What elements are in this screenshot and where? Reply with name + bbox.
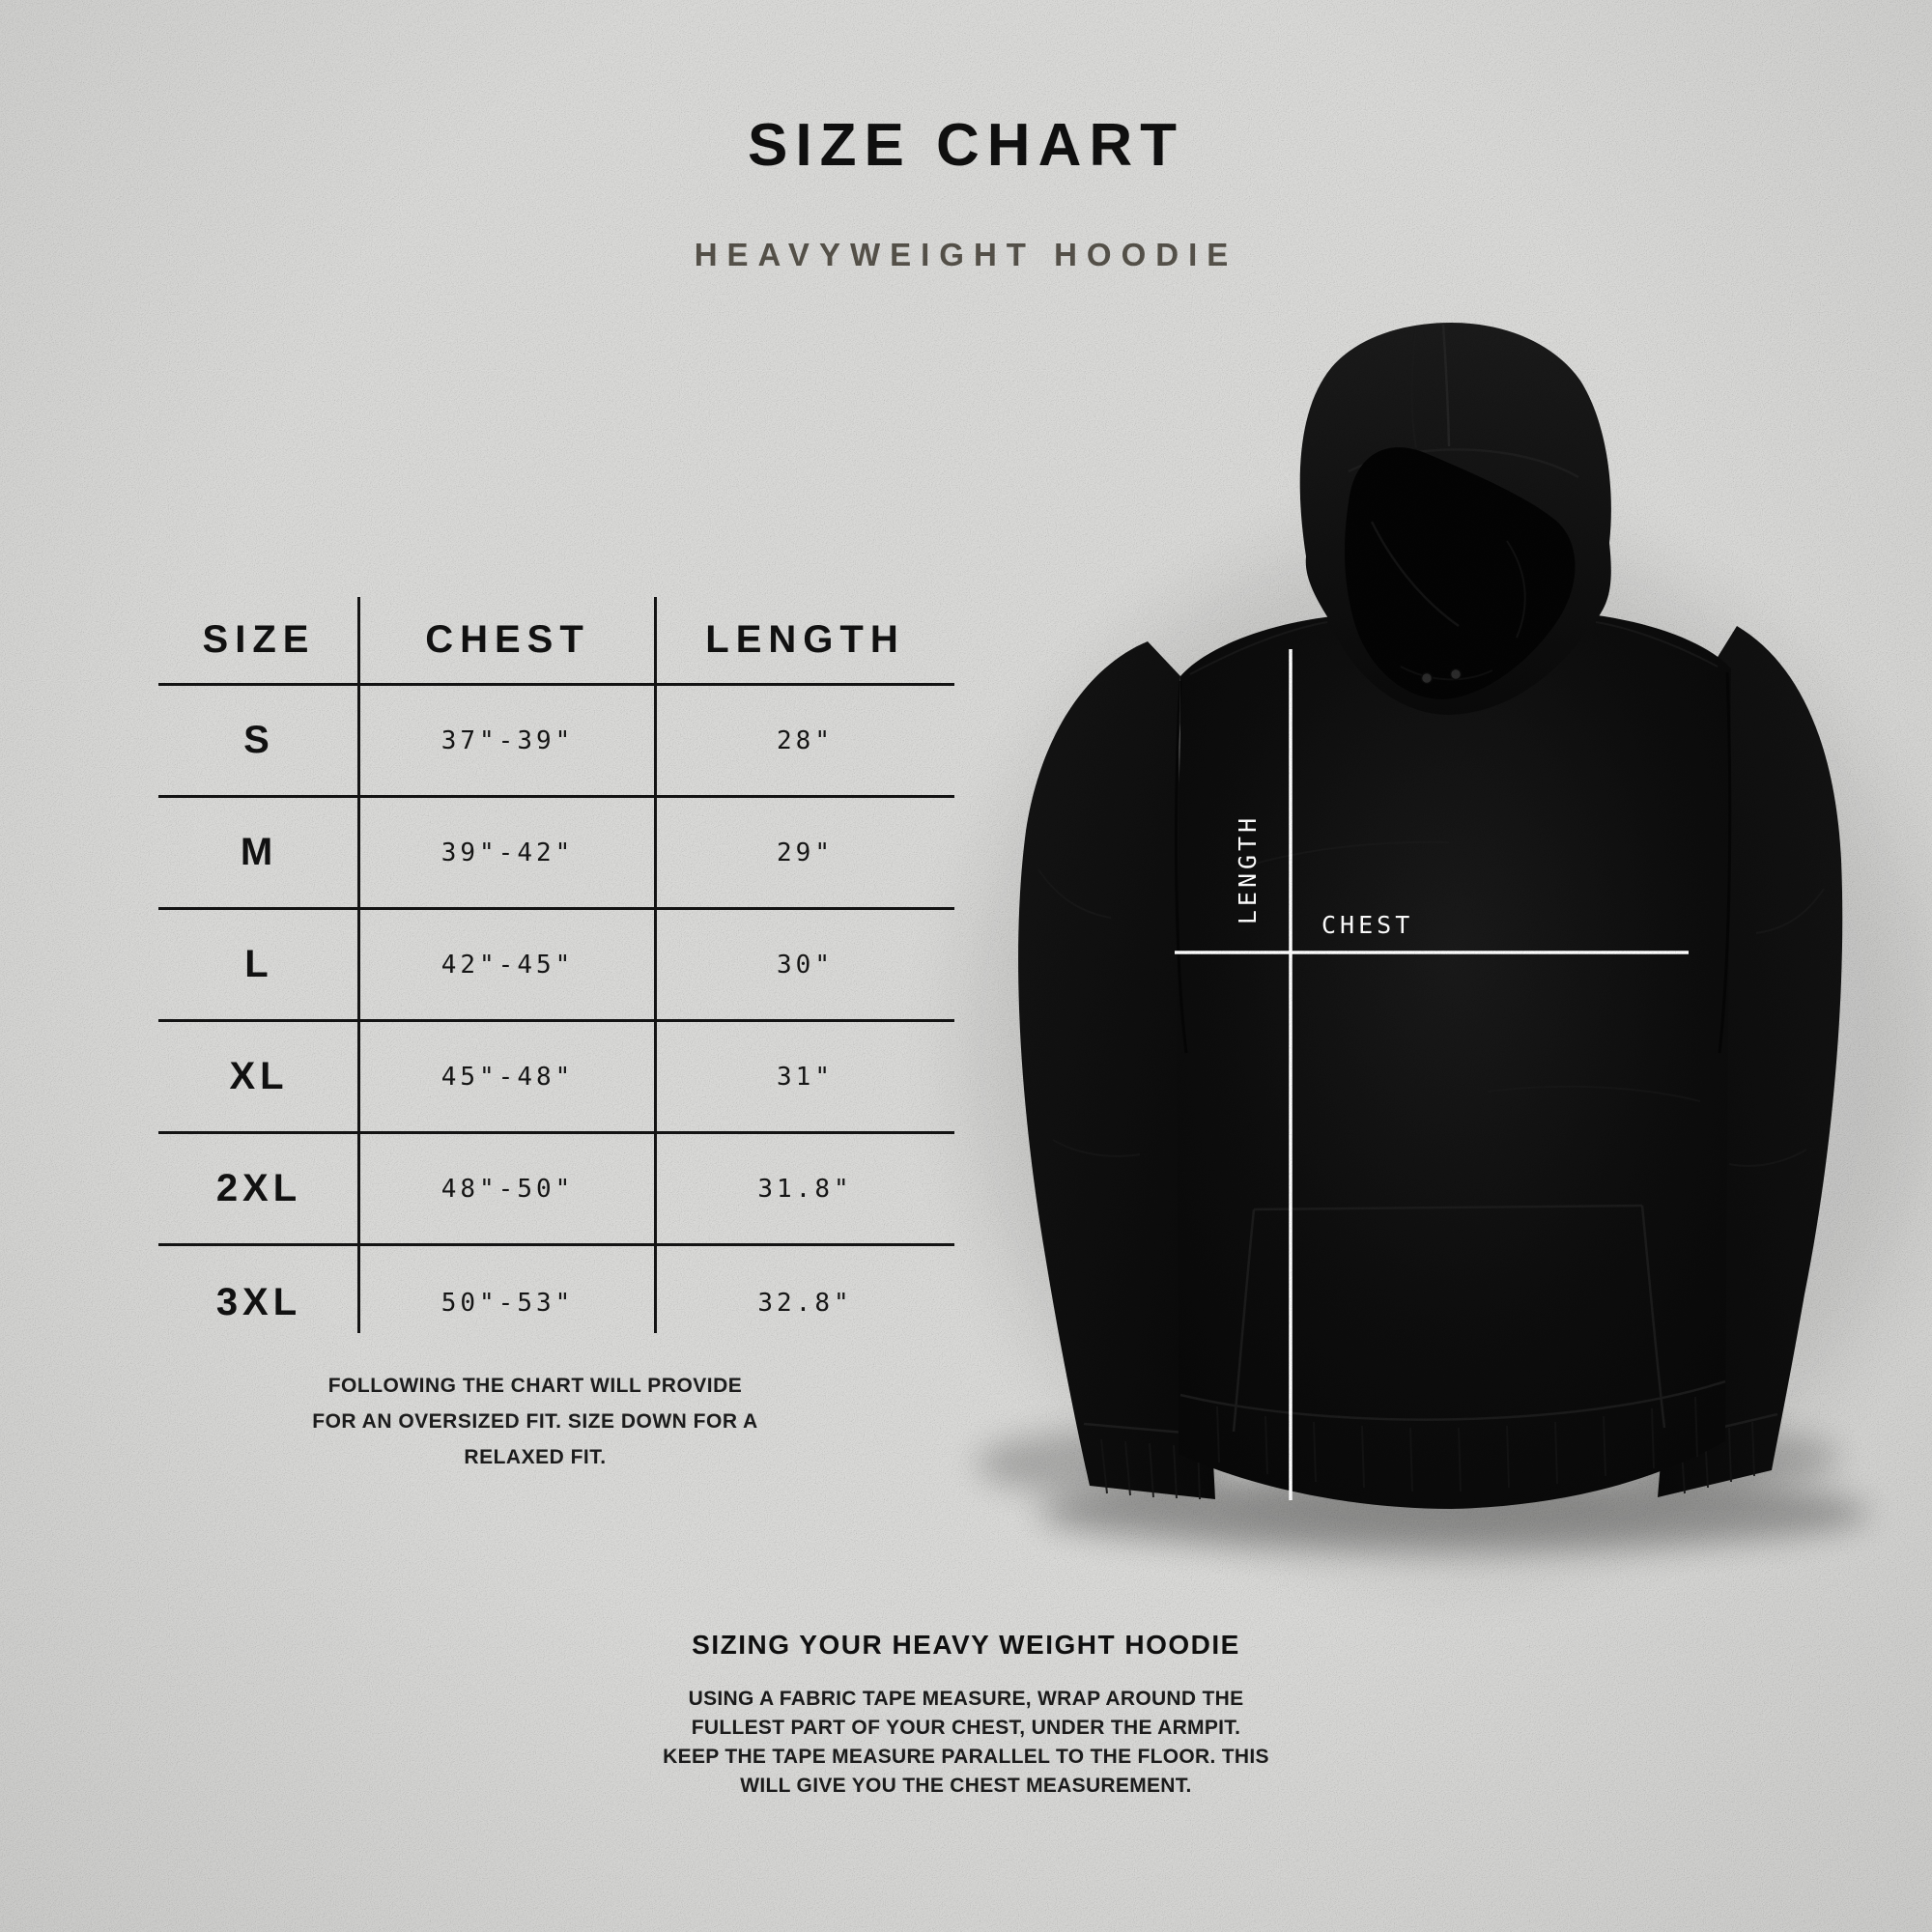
column-header-length: LENGTH <box>705 618 905 661</box>
size-label: 3XL <box>215 1281 302 1323</box>
size-label: L <box>244 943 273 985</box>
table-row-m: M 39"-42" 29" <box>158 798 954 910</box>
hoodie-body <box>1174 611 1732 1509</box>
page-title: SIZE CHART <box>748 112 1184 179</box>
length-value: 32.8" <box>757 1288 853 1318</box>
length-value: 31.8" <box>757 1174 853 1204</box>
chest-value: 39"-42" <box>440 838 575 867</box>
size-label: M <box>240 831 278 873</box>
sizing-guide-heading: SIZING YOUR HEAVY WEIGHT HOODIE <box>692 1630 1240 1660</box>
size-table: SIZE CHEST LENGTH S 37"-39" 28" M 39"-42… <box>158 597 954 1360</box>
length-value: 28" <box>777 725 834 755</box>
chest-value: 50"-53" <box>440 1288 575 1318</box>
chest-value: 37"-39" <box>440 725 575 755</box>
guide-line: WILL GIVE YOU THE CHEST MEASUREMENT. <box>740 1775 1192 1797</box>
length-value: 30" <box>777 950 834 980</box>
table-column-divider <box>654 597 657 1333</box>
chest-value: 42"-45" <box>440 950 575 980</box>
chest-value: 45"-48" <box>440 1062 575 1092</box>
size-label: 2XL <box>215 1167 302 1209</box>
table-footnote: FOLLOWING THE CHART WILL PROVIDE FOR AN … <box>245 1368 825 1475</box>
table-row-xl: XL 45"-48" 31" <box>158 1022 954 1134</box>
length-value: 31" <box>777 1062 834 1092</box>
snap-grommet <box>1420 671 1434 685</box>
column-header-chest: CHEST <box>425 618 590 661</box>
footnote-line: RELAXED FIT. <box>464 1446 607 1468</box>
column-header-size: SIZE <box>202 618 316 661</box>
sizing-guide-body: USING A FABRIC TAPE MEASURE, WRAP AROUND… <box>628 1685 1304 1801</box>
table-row-2xl: 2XL 48"-50" 31.8" <box>158 1134 954 1246</box>
size-label: S <box>243 719 274 761</box>
page-subtitle: HEAVYWEIGHT HOODIE <box>694 237 1238 272</box>
table-column-divider <box>357 597 360 1333</box>
snap-grommet <box>1449 668 1463 681</box>
guide-line: FULLEST PART OF YOUR CHEST, UNDER THE AR… <box>691 1717 1241 1739</box>
guide-line: USING A FABRIC TAPE MEASURE, WRAP AROUND… <box>688 1688 1244 1710</box>
size-label: XL <box>229 1055 289 1097</box>
table-row-l: L 42"-45" 30" <box>158 910 954 1022</box>
table-row-s: S 37"-39" 28" <box>158 686 954 798</box>
size-table-header-row: SIZE CHEST LENGTH <box>158 597 954 686</box>
length-line-label: LENGTH <box>1234 814 1262 924</box>
chest-value: 48"-50" <box>440 1174 575 1204</box>
footnote-line: FOR AN OVERSIZED FIT. SIZE DOWN FOR A <box>312 1410 758 1433</box>
footnote-line: FOLLOWING THE CHART WILL PROVIDE <box>327 1375 743 1397</box>
chest-line-label: CHEST <box>1321 911 1413 939</box>
length-value: 29" <box>777 838 834 867</box>
guide-line: KEEP THE TAPE MEASURE PARALLEL TO THE FL… <box>663 1746 1269 1768</box>
table-row-3xl: 3XL 50"-53" 32.8" <box>158 1246 954 1359</box>
